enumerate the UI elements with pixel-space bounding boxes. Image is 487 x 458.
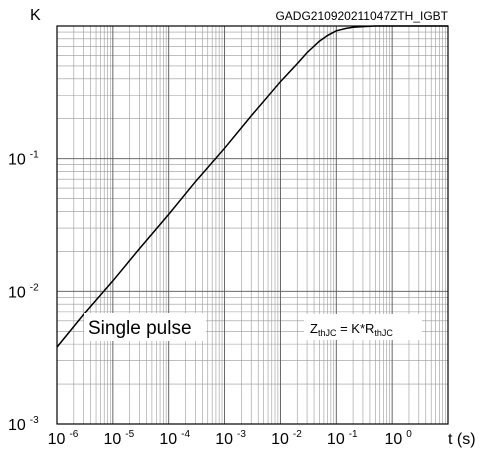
x-tick-label: 10 0 — [384, 429, 412, 448]
annotations: Single pulse ZthJC = K*RthJC — [84, 313, 422, 341]
formula-box — [304, 314, 422, 340]
single-pulse-box — [84, 313, 206, 341]
y-tick-label: 10 -1 — [8, 150, 39, 169]
minor-grid — [57, 26, 448, 424]
single-pulse-label: Single pulse — [88, 318, 192, 339]
chart-title: GADG210920211047ZTH_IGBT — [275, 9, 448, 23]
x-axis-label: t (s) — [448, 431, 476, 448]
x-tick-label: 10 -2 — [271, 429, 302, 448]
formula-label: ZthJC = K*RthJC — [310, 321, 393, 338]
y-axis-label: K — [30, 7, 41, 24]
y-tick-label: 10 -3 — [8, 415, 39, 434]
x-tick-label: 10 -6 — [48, 429, 79, 448]
x-tick-label: 10 -4 — [159, 429, 190, 448]
x-tick-label: 10 -5 — [104, 429, 135, 448]
y-tick-label: 10 -2 — [8, 282, 39, 301]
x-tick-label: 10 -3 — [215, 429, 246, 448]
x-tick-label: 10 -1 — [327, 429, 358, 448]
plot-frame — [56, 25, 449, 425]
